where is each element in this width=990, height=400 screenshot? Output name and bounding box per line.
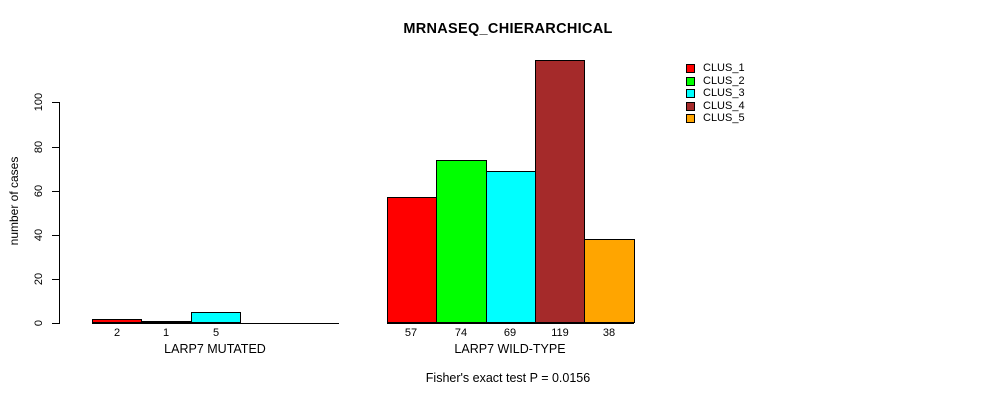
y-axis-label: number of cases bbox=[7, 156, 21, 246]
y-axis-line bbox=[59, 102, 60, 324]
legend-label: CLUS_1 bbox=[703, 62, 745, 74]
y-tick-label: 60 bbox=[33, 184, 45, 198]
y-tick-mark bbox=[52, 191, 60, 192]
bar-value-label: 1 bbox=[162, 327, 170, 339]
x-axis-baseline bbox=[387, 323, 634, 324]
legend-swatch bbox=[686, 77, 695, 86]
bar-value-label: 5 bbox=[212, 327, 220, 339]
legend-label: CLUS_2 bbox=[703, 75, 745, 87]
bar-value-label: 57 bbox=[404, 327, 418, 339]
y-tick-label: 20 bbox=[33, 272, 45, 286]
annotation-text: Fisher's exact test P = 0.0156 bbox=[425, 371, 591, 385]
y-tick-mark bbox=[52, 235, 60, 236]
bar-value-label: 2 bbox=[113, 327, 121, 339]
y-tick-label: 40 bbox=[33, 228, 45, 242]
bar bbox=[436, 160, 487, 323]
y-tick-label: 0 bbox=[33, 319, 45, 327]
y-tick-mark bbox=[52, 323, 60, 324]
legend-swatch bbox=[686, 102, 695, 111]
bar-value-label: 74 bbox=[454, 327, 468, 339]
y-tick-mark bbox=[52, 102, 60, 103]
bar bbox=[191, 312, 241, 323]
bar-value-label: 119 bbox=[551, 327, 569, 339]
y-tick-label: 100 bbox=[33, 92, 45, 112]
group-label-wild-type: LARP7 WILD-TYPE bbox=[454, 342, 566, 356]
bar-value-label: 38 bbox=[602, 327, 616, 339]
x-axis-baseline bbox=[92, 323, 339, 324]
bar bbox=[486, 171, 536, 323]
y-tick-label: 80 bbox=[33, 140, 45, 154]
bar bbox=[584, 239, 635, 323]
legend-label: CLUS_3 bbox=[703, 87, 745, 99]
legend-label: CLUS_5 bbox=[703, 112, 745, 124]
legend-swatch bbox=[686, 114, 695, 123]
bar bbox=[387, 197, 437, 323]
legend-swatch bbox=[686, 64, 695, 73]
legend-label: CLUS_4 bbox=[703, 100, 745, 112]
bar bbox=[92, 319, 142, 323]
y-tick-mark bbox=[52, 147, 60, 148]
y-tick-mark bbox=[52, 279, 60, 280]
chart-title: MRNASEQ_CHIERARCHICAL bbox=[403, 21, 613, 37]
bar bbox=[535, 60, 585, 323]
bar bbox=[141, 321, 192, 323]
legend-swatch bbox=[686, 89, 695, 98]
group-label-mutated: LARP7 MUTATED bbox=[164, 342, 266, 356]
bar-value-label: 69 bbox=[503, 327, 517, 339]
